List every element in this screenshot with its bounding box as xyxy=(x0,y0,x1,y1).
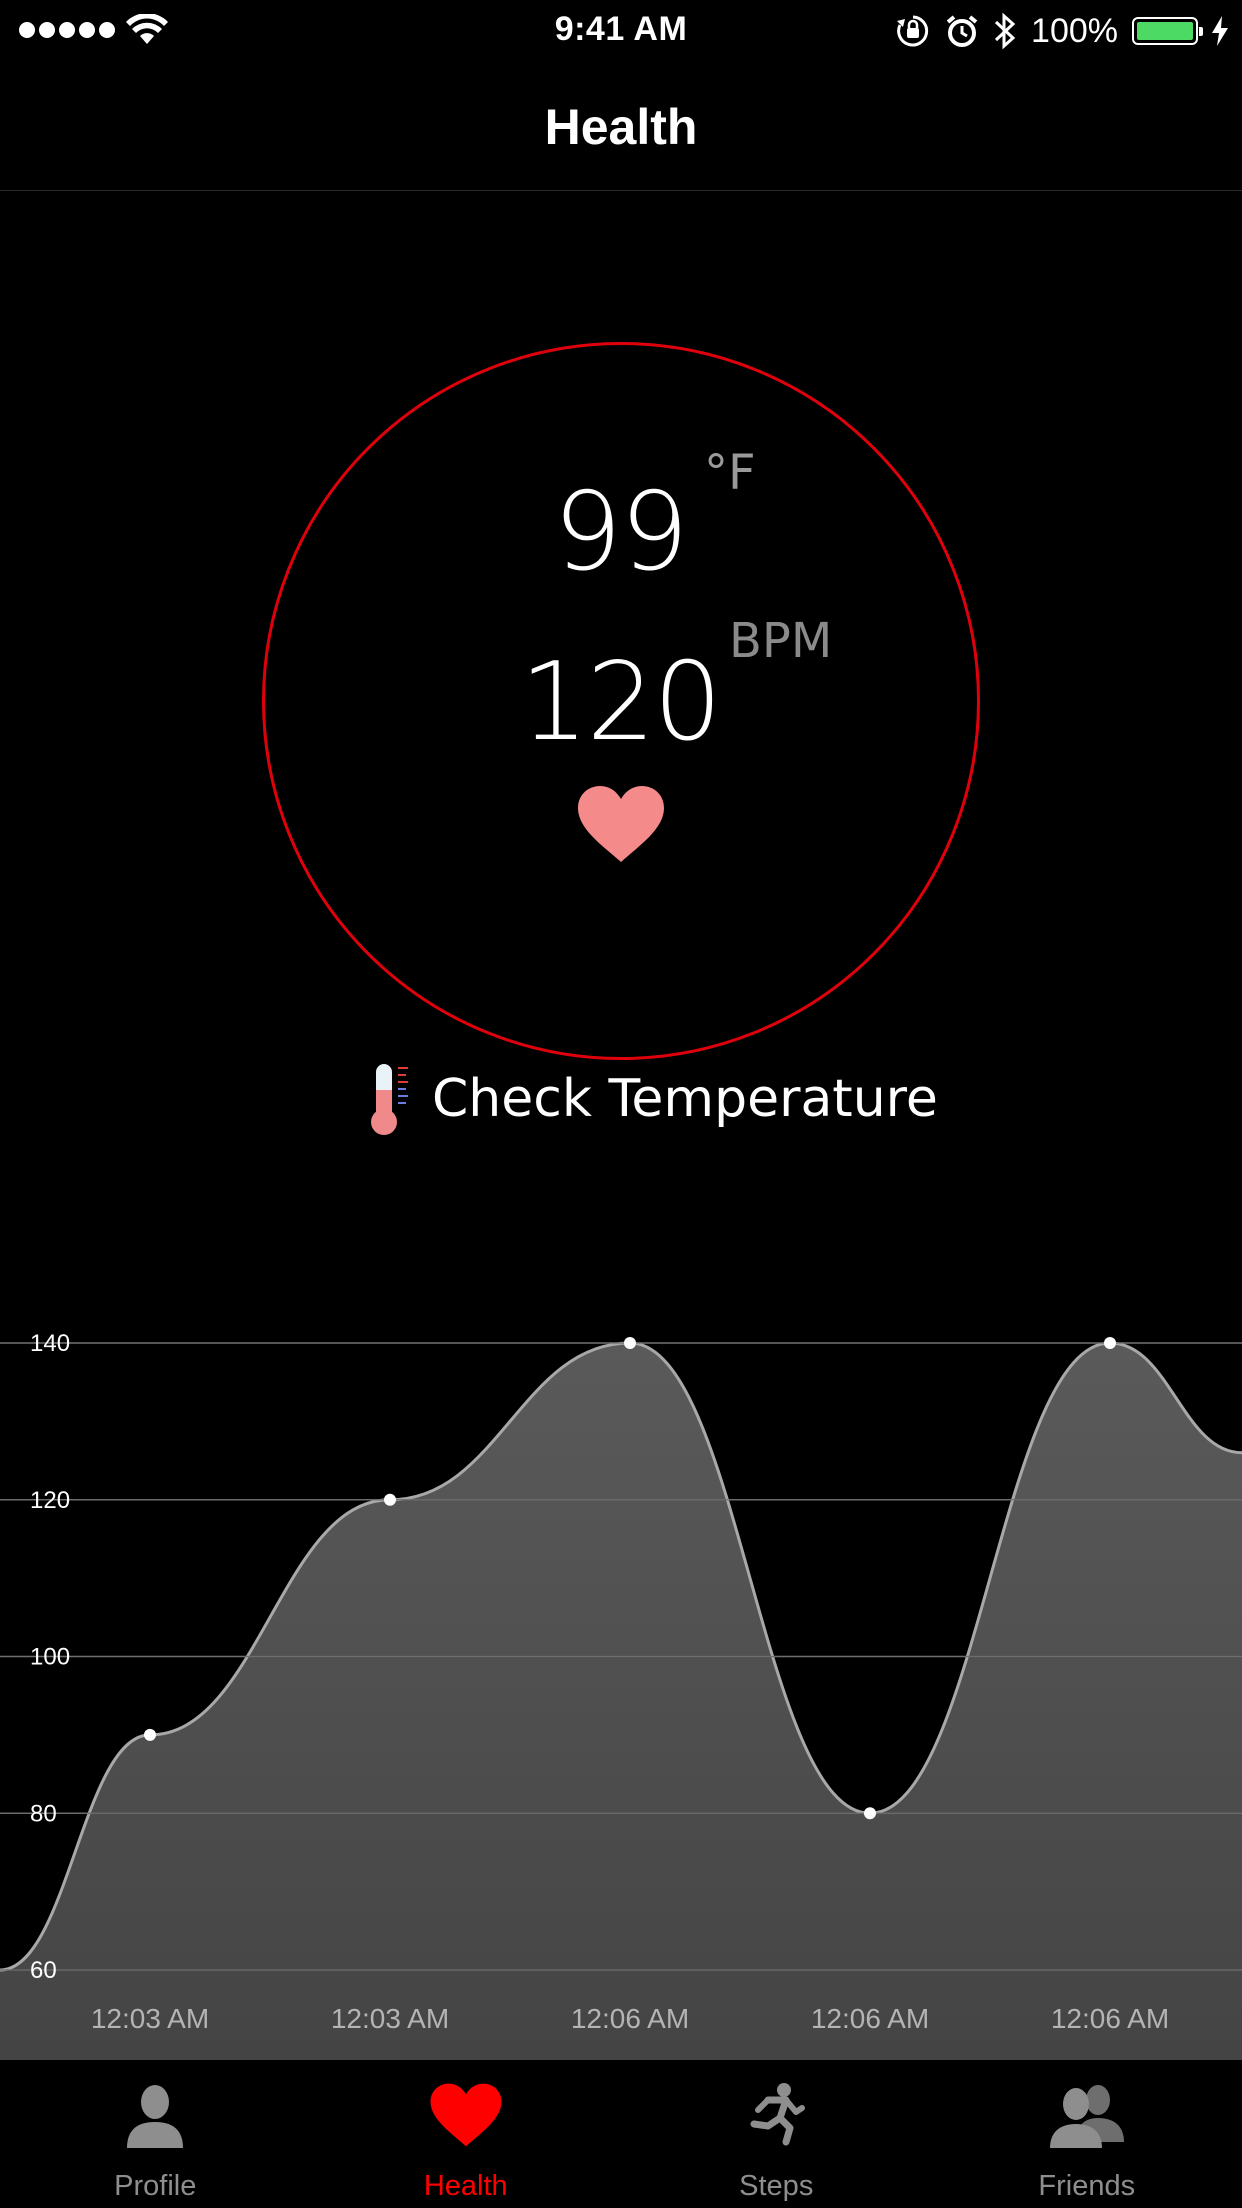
person-icon xyxy=(127,2085,184,2148)
battery-percentage: 100% xyxy=(1031,11,1118,50)
tab-steps[interactable]: Steps xyxy=(621,2060,932,2208)
signal-strength-icon xyxy=(19,22,115,38)
wifi-icon xyxy=(126,14,168,44)
tab-profile[interactable]: Profile xyxy=(0,2060,311,2208)
orientation-lock-icon xyxy=(897,15,929,47)
chart-line xyxy=(0,1341,1242,1972)
y-tick-label: 60 xyxy=(30,1957,57,1984)
chart-data-point xyxy=(144,1728,156,1741)
tab-friends[interactable]: Friends xyxy=(932,2060,1242,2208)
alarm-icon xyxy=(946,15,978,47)
check-temperature-label: Check Temperature xyxy=(432,1069,938,1129)
x-tick-label: 12:03 AM xyxy=(331,2003,449,2034)
navigation-bar: Health xyxy=(0,60,1242,191)
heart-rate-chart: 60 80 100 120 140 12:03 AM 12:03 AM 12:06 AM 12… xyxy=(0,1330,1242,2060)
chart-area xyxy=(0,1343,1242,2060)
status-bar: 9:41 AM 100% xyxy=(0,0,1242,60)
heart-icon xyxy=(578,786,664,862)
x-tick-label: 12:06 AM xyxy=(811,2003,929,2034)
tab-steps-label: Steps xyxy=(739,2170,814,2202)
heart-icon xyxy=(430,2083,502,2147)
chart-data-point xyxy=(864,1807,876,1820)
check-temperature-button[interactable]: Check Temperature xyxy=(368,1060,938,1138)
y-tick-label: 80 xyxy=(30,1800,57,1827)
battery-icon xyxy=(1132,17,1203,45)
page-title: Health xyxy=(544,99,698,155)
bluetooth-icon xyxy=(995,12,1016,50)
chart-data-point xyxy=(384,1493,396,1506)
tab-health-label: Health xyxy=(423,2170,508,2202)
thermometer-icon xyxy=(371,1064,408,1135)
heart-rate-unit: BPM xyxy=(729,613,833,669)
tab-bar: Profile Health Steps Friends xyxy=(0,2060,1242,2208)
people-icon xyxy=(1049,2085,1124,2148)
status-time: 9:41 AM xyxy=(554,10,688,48)
x-tick-label: 12:06 AM xyxy=(1051,2003,1169,2034)
x-tick-label: 12:06 AM xyxy=(571,2003,689,2034)
temperature-unit: °F xyxy=(704,445,756,501)
tab-friends-label: Friends xyxy=(1038,2170,1136,2202)
tab-profile-label: Profile xyxy=(114,2170,197,2202)
x-tick-label: 12:03 AM xyxy=(91,2003,209,2034)
tab-health[interactable]: Health xyxy=(311,2060,622,2208)
temperature-value: 99 xyxy=(553,470,688,595)
vitals-ring xyxy=(262,342,980,1060)
y-tick-label: 140 xyxy=(30,1330,70,1357)
y-tick-label: 100 xyxy=(30,1644,70,1671)
chart-data-point xyxy=(624,1337,636,1349)
heart-rate-value: 120 xyxy=(519,640,722,765)
y-tick-label: 120 xyxy=(30,1487,70,1514)
charging-icon xyxy=(1212,16,1228,46)
chart-data-point xyxy=(1104,1337,1116,1349)
runner-icon xyxy=(750,2083,806,2146)
